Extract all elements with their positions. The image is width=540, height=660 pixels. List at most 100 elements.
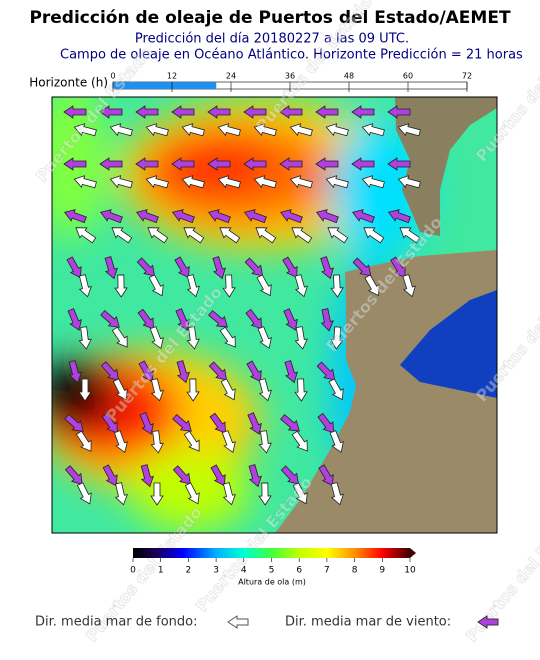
swell-arrow bbox=[150, 482, 164, 506]
wind-arrow bbox=[282, 256, 298, 279]
wind-arrow bbox=[100, 361, 119, 381]
swell-arrow bbox=[222, 274, 236, 298]
swell-arrow bbox=[294, 378, 308, 402]
wind-arrow bbox=[248, 464, 262, 488]
swell-arrow bbox=[328, 378, 344, 401]
swell-arrow bbox=[114, 274, 128, 298]
swell-arrow bbox=[111, 227, 133, 244]
legend-wind-arrow bbox=[477, 615, 499, 629]
wind-arrow bbox=[320, 308, 334, 332]
wind-arrow bbox=[63, 157, 87, 171]
horizon-tick-label: 36 bbox=[285, 72, 295, 81]
colorbar-tick-label: 5 bbox=[269, 566, 275, 576]
wind-arrow bbox=[175, 308, 190, 331]
horizon-tick-label: 0 bbox=[110, 72, 115, 81]
swell-arrow bbox=[402, 274, 416, 298]
wind-arrow bbox=[135, 157, 159, 171]
wind-arrow bbox=[209, 412, 226, 434]
wind-arrow bbox=[63, 209, 87, 224]
swell-arrow bbox=[292, 482, 308, 505]
colorbar-tick-label: 8 bbox=[352, 566, 358, 576]
wind-arrow bbox=[138, 360, 154, 383]
wind-arrow bbox=[100, 309, 120, 328]
wind-arrow bbox=[66, 256, 82, 279]
wind-arrow bbox=[246, 360, 262, 383]
wind-arrow bbox=[208, 310, 228, 328]
colorbar-extension bbox=[410, 548, 416, 558]
swell-arrow bbox=[258, 378, 272, 402]
swell-arrow bbox=[294, 326, 308, 350]
wind-arrow bbox=[315, 157, 339, 171]
wind-arrow bbox=[316, 361, 336, 381]
swell-arrow bbox=[363, 227, 385, 244]
swell-arrow bbox=[73, 175, 97, 189]
wind-arrow bbox=[207, 209, 231, 224]
legend-swell-arrow bbox=[227, 615, 249, 629]
wind-arrow bbox=[210, 464, 226, 487]
swell-arrow bbox=[186, 274, 200, 298]
swell-arrow bbox=[150, 378, 164, 402]
wind-arrow bbox=[176, 360, 190, 384]
swell-arrow bbox=[291, 227, 313, 244]
swell-arrow bbox=[294, 274, 308, 298]
swell-arrow bbox=[361, 123, 385, 137]
colorbar bbox=[133, 548, 410, 558]
wind-arrow bbox=[247, 412, 262, 435]
wind-arrow bbox=[171, 209, 195, 224]
swell-arrow bbox=[186, 378, 200, 402]
swell-arrow bbox=[109, 123, 133, 137]
swell-arrow bbox=[399, 227, 421, 244]
swell-arrow bbox=[397, 175, 421, 189]
wind-arrow bbox=[317, 412, 335, 434]
swell-arrow bbox=[257, 326, 272, 349]
wind-arrow bbox=[63, 105, 87, 119]
wind-arrow bbox=[320, 256, 334, 280]
wind-arrow bbox=[171, 157, 195, 171]
swell-arrow bbox=[73, 123, 97, 137]
colorbar-tick-label: 3 bbox=[213, 566, 219, 576]
swell-arrow bbox=[183, 227, 205, 244]
swell-arrow bbox=[76, 482, 92, 505]
horizon-tick-label: 48 bbox=[344, 72, 354, 81]
swell-arrow bbox=[289, 123, 313, 137]
wind-arrow bbox=[390, 256, 406, 278]
wind-arrow bbox=[99, 157, 123, 171]
horizon-tick-label: 12 bbox=[167, 72, 177, 81]
land-iberia-africa bbox=[275, 250, 497, 533]
wind-arrow bbox=[243, 157, 267, 171]
wind-arrow bbox=[67, 308, 82, 331]
colorbar-tick-label: 6 bbox=[296, 566, 302, 576]
wind-arrow bbox=[351, 157, 375, 171]
swell-arrow bbox=[78, 274, 92, 298]
swell-arrow bbox=[147, 227, 169, 244]
wind-arrow bbox=[136, 257, 155, 277]
colorbar-tick-label: 2 bbox=[186, 566, 192, 576]
wind-arrow bbox=[172, 465, 191, 485]
swell-arrow bbox=[253, 175, 277, 189]
swell-arrow bbox=[109, 175, 133, 189]
wind-arrow bbox=[172, 413, 192, 432]
wind-arrow bbox=[207, 157, 231, 171]
description: Campo de oleaje en Océano Atlántico. Hor… bbox=[60, 48, 523, 63]
wind-arrow bbox=[284, 360, 298, 384]
wind-arrow bbox=[137, 308, 154, 330]
swell-arrow bbox=[258, 430, 272, 454]
land-france bbox=[395, 97, 497, 236]
swell-arrow bbox=[330, 326, 344, 350]
wind-arrow bbox=[387, 157, 411, 171]
swell-arrow bbox=[221, 430, 236, 453]
wind-arrow bbox=[280, 465, 299, 485]
swell-arrow bbox=[219, 326, 236, 348]
wind-arrow bbox=[244, 257, 264, 277]
swell-arrow bbox=[330, 482, 344, 506]
wind-arrow bbox=[174, 256, 190, 279]
swell-arrow bbox=[256, 274, 272, 297]
wind-arrow bbox=[135, 105, 159, 119]
map-frame bbox=[51, 96, 498, 534]
colorbar-tick-label: 4 bbox=[241, 566, 247, 576]
wind-arrow bbox=[171, 105, 195, 119]
wind-arrow bbox=[387, 209, 411, 224]
swell-arrow bbox=[111, 326, 128, 348]
wind-arrow bbox=[279, 209, 303, 224]
